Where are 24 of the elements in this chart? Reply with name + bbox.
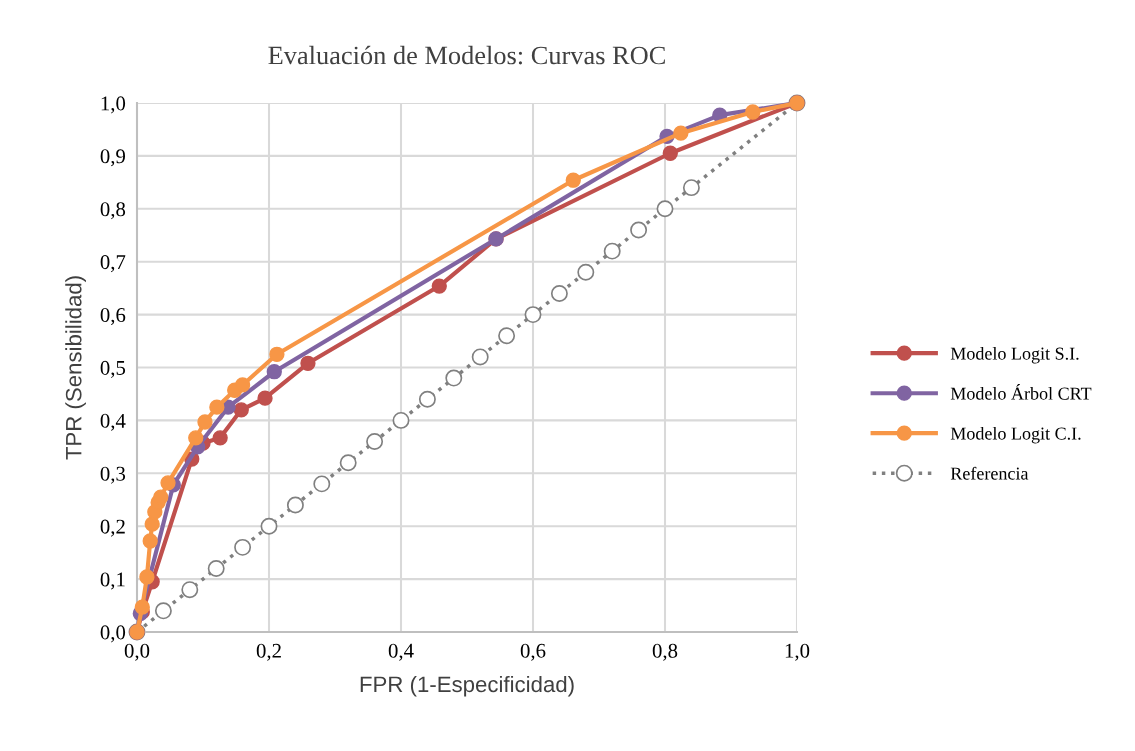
- y-axis-title: TPR (Sensibilidad): [65, 276, 86, 460]
- y-tick-label: 0,0: [100, 625, 126, 643]
- y-tick-label: 0,8: [100, 202, 126, 220]
- y-tick-label: 0,7: [100, 255, 126, 273]
- y-tick-label: 0,6: [100, 307, 126, 326]
- y-tick-label: 0,2: [100, 519, 125, 537]
- y-tick-label: 0,3: [100, 466, 126, 484]
- x-tick-label: 0,0: [124, 643, 150, 661]
- legend-label: Referencia: [950, 466, 1029, 480]
- legend-label: Modelo Logit C.I.: [950, 426, 1081, 444]
- x-tick-label: 0,4: [388, 643, 414, 661]
- y-tick-label: 1,0: [101, 96, 126, 114]
- y-tick-label: 0,4: [100, 413, 126, 431]
- x-tick-label: 1,0: [785, 643, 810, 661]
- x-axis-title: FPR (1-Especificidad): [360, 675, 574, 697]
- x-tick-label: 0,2: [256, 643, 281, 661]
- legend-label: Modelo Árbol CRT: [950, 384, 1092, 400]
- y-tick-label: 0,9: [100, 149, 126, 167]
- y-tick-label: 0,1: [100, 572, 125, 590]
- legend-label: Modelo Logit S.I.: [950, 346, 1079, 364]
- x-tick-label: 0,6: [520, 643, 546, 661]
- y-tick-label: 0,5: [100, 360, 126, 378]
- x-tick-label: 0,8: [652, 643, 678, 661]
- chart-title: Evaluación de Modelos: Curvas ROC: [268, 45, 665, 65]
